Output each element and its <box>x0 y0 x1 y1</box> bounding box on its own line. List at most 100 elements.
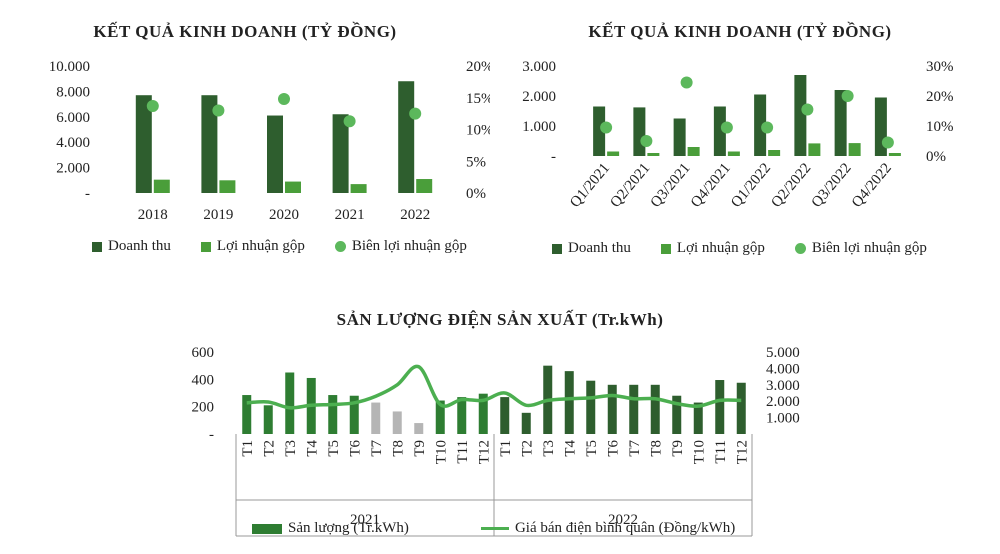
x-tick-label: T6 <box>605 440 621 457</box>
y-left-tick-label: 600 <box>192 345 215 361</box>
x-tick-label: Q1/2021 <box>567 160 613 211</box>
legend-swatch-loi-nhuan-gop <box>660 243 671 254</box>
dot-bien-loi-nhuan <box>761 121 774 134</box>
dot-bien-loi-nhuan <box>146 100 159 113</box>
line-gia-ban <box>246 364 742 410</box>
bar-loi-nhuan-gop <box>607 151 620 156</box>
bar-loi-nhuan-gop <box>219 180 236 193</box>
legend: Doanh thu Lợi nhuận gộp Biên lợi nhuận g… <box>552 240 927 257</box>
y-right-tick-label: 10% <box>466 123 490 139</box>
chart-annual: KẾT QUẢ KINH DOANH (TỶ ĐỒNG) - 2.000 4.000… <box>0 0 490 270</box>
bar-doanh-thu <box>267 115 283 193</box>
y-right-tick-label: 20% <box>466 59 490 75</box>
x-tick-label: T4 <box>562 440 578 457</box>
legend-line-gia-ban <box>480 527 509 530</box>
chart-title: KẾT QUẢ KINH DOANH (TỶ ĐỒNG) <box>588 22 892 41</box>
y-left-tick-label: 400 <box>192 372 215 388</box>
x-tick-label: T10 <box>433 440 449 464</box>
bar-san-luong <box>263 405 273 434</box>
x-tick-label: Q4/2022 <box>849 160 895 211</box>
bar-loi-nhuan-gop <box>848 143 861 156</box>
x-tick-label: Q2/2021 <box>607 160 653 211</box>
legend-label-bien-loi-nhuan: Biên lợi nhuận gộp <box>351 238 467 254</box>
bar-san-luong <box>564 371 574 434</box>
bar-loi-nhuan-gop <box>153 179 170 193</box>
bar-doanh-thu <box>593 106 606 156</box>
y-right-tick-label: 0% <box>466 186 486 202</box>
dot-bien-loi-nhuan <box>278 93 290 106</box>
x-tick-label: T4 <box>304 440 320 457</box>
x-tick-label: Q3/2021 <box>648 160 694 211</box>
bar-san-luong <box>349 395 359 434</box>
x-tick-label: T9 <box>412 440 428 457</box>
y-left-tick-label: 6.000 <box>56 110 90 126</box>
bar-doanh-thu <box>754 94 767 156</box>
x-tick-label: 2021 <box>335 207 365 223</box>
legend-label-loi-nhuan-gop: Lợi nhuận gộp <box>676 240 765 256</box>
x-tick-label: T5 <box>584 440 600 457</box>
bar-san-luong <box>457 397 467 434</box>
chart-quarterly: KẾT QUẢ KINH DOANH (TỶ ĐỒNG) - 1.000 2.000… <box>490 0 1000 270</box>
legend-swatch-loi-nhuan-gop <box>200 241 211 252</box>
x-tick-label: T1 <box>240 440 256 457</box>
dot-bien-loi-nhuan <box>212 104 225 117</box>
bar-san-luong <box>715 380 725 434</box>
x-tick-label: T11 <box>713 440 729 464</box>
bar-san-luong <box>285 372 295 434</box>
x-tick-label: T8 <box>390 440 406 457</box>
dot-bien-loi-nhuan <box>640 135 653 147</box>
legend-label-gia-ban: Giá bán điện bình quân (Đồng/kWh) <box>514 520 736 536</box>
y-left-tick-label: 2.000 <box>56 161 90 177</box>
bar-san-luong <box>629 384 639 434</box>
x-tick-label: T7 <box>627 440 643 457</box>
bar-san-luong <box>392 411 402 434</box>
dot-bien-loi-nhuan <box>841 90 854 102</box>
bar-loi-nhuan-gop <box>687 147 700 156</box>
x-tick-label: T12 <box>734 440 750 464</box>
bar-san-luong <box>478 393 488 434</box>
legend-dot-bien-loi-nhuan <box>334 241 346 252</box>
bar-loi-nhuan-gop <box>647 153 660 156</box>
bar-doanh-thu <box>398 81 415 193</box>
legend-swatch-san-luong <box>252 523 282 534</box>
y-left-tick-label: - <box>209 427 214 443</box>
y-left-tick-label: - <box>551 149 556 165</box>
x-tick-label: 2022 <box>400 207 430 223</box>
legend: Doanh thu Lợi nhuận gộp Biên lợi nhuận g… <box>92 238 467 255</box>
x-tick-label: T1 <box>498 440 514 457</box>
x-tick-label: 2019 <box>203 207 233 223</box>
bar-loi-nhuan-gop <box>285 181 301 193</box>
legend-label-doanh-thu: Doanh thu <box>568 240 631 256</box>
dot-bien-loi-nhuan <box>343 115 356 128</box>
bar-doanh-thu <box>135 95 152 193</box>
x-tick-label: Q2/2022 <box>768 160 814 211</box>
x-tick-label: T12 <box>476 440 492 464</box>
y-left-tick-label: - <box>85 186 90 202</box>
bar-doanh-thu <box>332 114 349 193</box>
y-right-tick-label: 5.000 <box>766 345 800 361</box>
dot-bien-loi-nhuan <box>801 103 814 116</box>
legend: Sản lượng (Tr.kWh) Giá bán điện bình quâ… <box>252 520 735 537</box>
y-right-tick-label: 10% <box>926 119 954 135</box>
bar-san-luong <box>672 395 682 434</box>
bar-doanh-thu <box>834 90 847 156</box>
x-tick-label: T3 <box>541 440 557 457</box>
y-left-tick-label: 3.000 <box>522 59 556 75</box>
bar-loi-nhuan-gop <box>350 184 367 193</box>
x-tick-label: T9 <box>670 440 686 457</box>
bar-loi-nhuan-gop <box>888 153 901 156</box>
y-right-tick-label: 2.000 <box>766 394 800 410</box>
x-tick-label: T2 <box>519 440 535 457</box>
chart-title: KẾT QUẢ KINH DOANH (TỶ ĐỒNG) <box>93 22 397 41</box>
y-left-tick-label: 10.000 <box>49 59 90 75</box>
bar-san-luong <box>371 402 381 434</box>
bar-loi-nhuan-gop <box>727 151 740 156</box>
chart-quarterly-plot: -1.0002.0003.0000%10%20%30%Q1/2021Q2/202… <box>522 59 954 211</box>
x-tick-label: T8 <box>648 440 664 457</box>
chart-title: SẢN LƯỢNG ĐIỆN SẢN XUẤT (Tr.kWh) <box>336 310 664 329</box>
x-tick-label: T7 <box>369 440 385 457</box>
y-right-tick-label: 5% <box>466 154 486 170</box>
y-right-tick-label: 20% <box>926 89 954 105</box>
bar-san-luong <box>414 423 424 434</box>
